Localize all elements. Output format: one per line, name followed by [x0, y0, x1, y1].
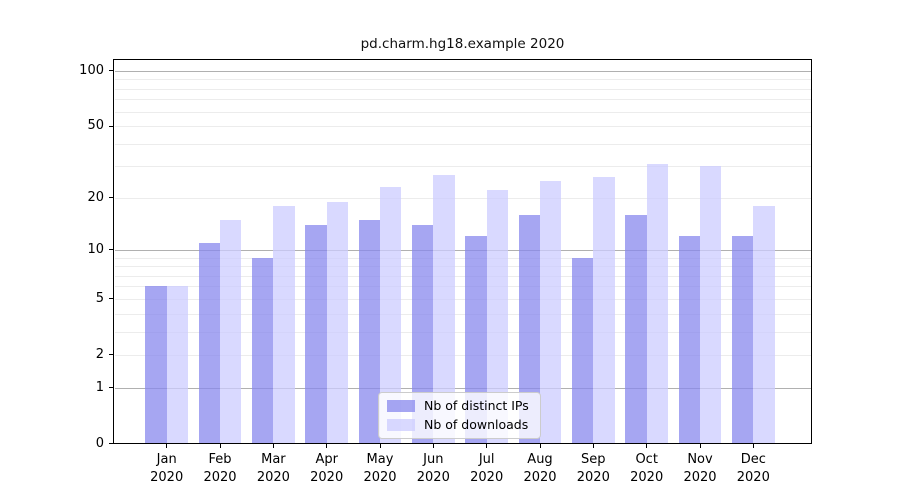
major-gridline-1 [114, 387, 811, 389]
minor-gridline-60 [114, 111, 811, 113]
x-tick-label-jan: Jan 2020 [150, 451, 184, 485]
bar-downloads-mar [273, 205, 295, 444]
y-tick-0 [109, 443, 114, 444]
x-tick-jun [432, 444, 434, 448]
x-tick-may [379, 444, 381, 448]
legend-swatch-distinct-ips [387, 400, 415, 412]
x-tick-jul [486, 444, 488, 448]
y-tick-label-50: 50 [87, 118, 104, 134]
y-tick-label-0: 0 [95, 435, 104, 451]
minor-gridline-9 [114, 257, 811, 259]
x-tick-aug [539, 444, 541, 448]
y-tick-50 [109, 125, 114, 127]
minor-gridline-5 [114, 298, 811, 300]
bar-downloads-aug [540, 180, 562, 444]
minor-gridline-4 [114, 313, 811, 315]
legend-item-downloads: Nb of downloads [387, 417, 529, 433]
y-tick-label-2: 2 [95, 346, 104, 362]
chart-title: pd.charm.hg18.example 2020 [360, 36, 565, 52]
minor-gridline-3 [114, 331, 811, 333]
x-tick-label-feb: Feb 2020 [203, 451, 237, 485]
bar-downloads-jul [486, 190, 508, 444]
minor-gridline-2 [114, 354, 811, 356]
x-tick-label-may: May 2020 [363, 451, 397, 485]
bar-downloads-dec [753, 205, 775, 444]
bar-distinct-ips-apr [305, 224, 327, 444]
y-tick-label-20: 20 [87, 189, 104, 205]
x-tick-apr [326, 444, 328, 448]
legend-label-distinct-ips: Nb of distinct IPs [424, 398, 529, 413]
x-tick-label-jun: Jun 2020 [416, 451, 450, 485]
x-tick-label-mar: Mar 2020 [256, 451, 290, 485]
y-tick-20 [109, 197, 114, 199]
bar-downloads-apr [326, 201, 348, 444]
x-tick-mar [272, 444, 274, 448]
bar-downloads-sep [593, 177, 615, 444]
bar-distinct-ips-oct [625, 214, 647, 444]
y-tick-1 [109, 387, 114, 388]
legend-item-distinct-ips: Nb of distinct IPs [387, 398, 529, 414]
y-tick-10 [109, 249, 114, 251]
minor-gridline-6 [114, 286, 811, 288]
legend-label-downloads: Nb of downloads [424, 417, 529, 432]
major-gridline-10 [114, 249, 811, 251]
minor-gridline-80 [114, 88, 811, 90]
x-tick-sep [592, 444, 594, 448]
bar-downloads-jan [166, 286, 188, 444]
y-tick-label-100: 100 [79, 62, 104, 78]
minor-gridline-50 [114, 126, 811, 128]
x-tick-label-nov: Nov 2020 [683, 451, 717, 485]
x-tick-label-oct: Oct 2020 [630, 451, 664, 485]
legend: Nb of distinct IPs Nb of downloads [378, 392, 541, 439]
major-gridline-100 [114, 70, 811, 72]
minor-gridline-8 [114, 266, 811, 268]
x-tick-oct [646, 444, 648, 448]
bar-distinct-ips-jan [145, 286, 167, 444]
bar-distinct-ips-jul [465, 236, 487, 444]
bar-distinct-ips-dec [732, 236, 754, 444]
y-tick-2 [109, 354, 114, 356]
minor-gridline-70 [114, 99, 811, 101]
x-tick-nov [699, 444, 701, 448]
bar-distinct-ips-feb [198, 242, 220, 444]
y-tick-label-5: 5 [95, 290, 104, 306]
bar-distinct-ips-nov [678, 236, 700, 444]
x-tick-label-apr: Apr 2020 [310, 451, 344, 485]
bar-downloads-may [380, 186, 402, 444]
x-tick-label-jul: Jul 2020 [470, 451, 504, 485]
bar-distinct-ips-may [358, 219, 380, 444]
bar-distinct-ips-sep [572, 257, 594, 444]
y-tick-label-10: 10 [87, 241, 104, 257]
y-tick-100 [109, 70, 114, 72]
x-tick-feb [219, 444, 221, 448]
bar-downloads-feb [220, 219, 242, 444]
x-tick-label-aug: Aug 2020 [523, 451, 557, 485]
bar-downloads-nov [700, 166, 722, 444]
x-tick-dec [752, 444, 754, 448]
bar-distinct-ips-mar [252, 257, 274, 444]
minor-gridline-90 [114, 79, 811, 81]
x-tick-label-dec: Dec 2020 [736, 451, 770, 485]
bar-distinct-ips-aug [518, 214, 540, 444]
legend-swatch-downloads [387, 419, 415, 431]
minor-gridline-7 [114, 275, 811, 277]
minor-gridline-30 [114, 166, 811, 168]
y-tick-5 [109, 298, 114, 300]
minor-gridline-20 [114, 197, 811, 199]
bar-downloads-jun [433, 174, 455, 444]
minor-gridline-40 [114, 143, 811, 145]
x-tick-jan [166, 444, 168, 448]
bar-downloads-oct [646, 163, 668, 444]
y-tick-label-1: 1 [95, 379, 104, 395]
bar-distinct-ips-jun [412, 224, 434, 444]
x-tick-label-sep: Sep 2020 [576, 451, 610, 485]
